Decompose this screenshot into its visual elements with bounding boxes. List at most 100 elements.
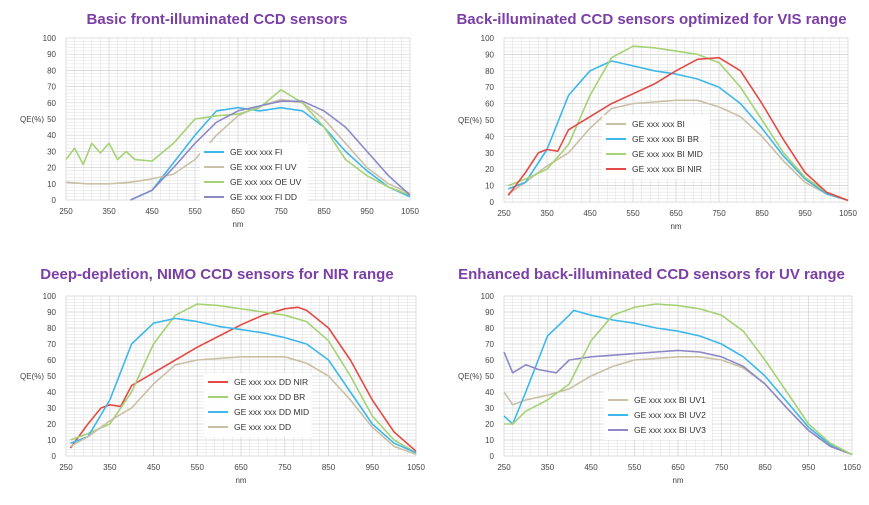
series-line: [70, 317, 417, 454]
y-tick-label: 20: [485, 420, 494, 429]
x-tick-label: 650: [671, 463, 685, 472]
y-axis-label: QE(%): [458, 372, 482, 381]
y-tick-label: 30: [47, 147, 56, 156]
x-tick-label: 750: [712, 209, 726, 218]
legend-label: GE xxx xxx OE UV: [230, 177, 302, 187]
y-tick-label: 100: [481, 292, 495, 301]
y-tick-label: 0: [490, 452, 495, 461]
y-tick-label: 60: [485, 100, 494, 109]
x-tick-label: 350: [103, 463, 117, 472]
y-tick-label: 80: [485, 67, 494, 76]
y-axis-label: QE(%): [20, 372, 44, 381]
x-tick-label: 350: [540, 209, 554, 218]
legend-label: GE xxx xxx DD MID: [234, 407, 309, 417]
series-line: [65, 98, 411, 195]
chart-svg: 0 10 20 30 40 50 60 70 80 90 100 250 350 450 550 650 750…: [458, 292, 861, 485]
series-line: [69, 306, 417, 452]
legend-label: GE xxx xxx BI UV1: [634, 395, 706, 405]
x-axis-label: nm: [232, 220, 243, 229]
y-tick-label: 100: [43, 34, 57, 43]
legend-label: GE xxx xxx BI: [632, 119, 685, 129]
y-tick-label: 90: [485, 50, 494, 59]
y-tick-label: 10: [47, 436, 56, 445]
legend-label: GE xxx xxx BI BR: [632, 134, 699, 144]
x-tick-label: 250: [497, 209, 511, 218]
y-tick-label: 90: [47, 50, 56, 59]
y-tick-label: 60: [47, 99, 56, 108]
x-tick-label: 850: [755, 209, 769, 218]
legend-label: GE xxx xxx FI: [230, 147, 282, 157]
x-tick-label: 950: [360, 207, 374, 216]
y-tick-label: 70: [47, 340, 56, 349]
y-tick-label: 10: [485, 182, 494, 191]
y-tick-label: 0: [490, 198, 495, 207]
legend-label: GE xxx xxx BI UV3: [634, 425, 706, 435]
x-tick-label: 950: [798, 209, 812, 218]
y-tick-label: 60: [47, 356, 56, 365]
x-tick-label: 550: [191, 463, 205, 472]
legend-label: GE xxx xxx FI UV: [230, 162, 297, 172]
x-tick-label: 1050: [401, 207, 419, 216]
x-tick-label: 250: [59, 463, 73, 472]
chart-panel-1: Basic front-illuminated CCD sensors 0 10 2…: [0, 0, 434, 250]
x-tick-label: 1050: [839, 209, 857, 218]
x-tick-label: 450: [584, 463, 598, 472]
series-line: [70, 356, 417, 456]
x-tick-label: 850: [322, 463, 336, 472]
chart-svg: 0 10 20 30 40 50 60 70 80 90 100 250 350 450 550 650 750…: [20, 292, 425, 485]
y-tick-label: 50: [47, 372, 56, 381]
x-tick-label: 1050: [843, 463, 861, 472]
x-tick-label: 550: [628, 463, 642, 472]
legend-label: GE xxx xxx BI UV2: [634, 410, 706, 420]
chart-panel-2: Back-illuminated CCD sensors optimized f…: [434, 0, 869, 250]
series-line: [507, 56, 849, 202]
legend-label: GE xxx xxx DD BR: [234, 392, 305, 402]
chart-title: Deep-depletion, NIMO CCD sensors for NIR…: [40, 266, 394, 283]
y-tick-label: 40: [47, 388, 56, 397]
series-line: [503, 349, 853, 456]
chart-svg: 0 10 20 30 40 50 60 70 80 90 100 250 350 450 550 650 750…: [20, 34, 419, 229]
legend-label: GE xxx xxx BI NIR: [632, 164, 702, 174]
x-axis-label: nm: [672, 476, 683, 485]
y-tick-label: 30: [485, 149, 494, 158]
x-tick-label: 950: [802, 463, 816, 472]
y-tick-label: 50: [47, 115, 56, 124]
x-tick-label: 450: [147, 463, 161, 472]
legend-label: GE xxx xxx FI DD: [230, 192, 297, 202]
legend-label: GE xxx xxx DD: [234, 422, 291, 432]
y-tick-label: 40: [47, 131, 56, 140]
x-tick-label: 350: [541, 463, 555, 472]
y-tick-label: 20: [47, 164, 56, 173]
y-tick-label: 60: [485, 356, 494, 365]
x-tick-label: 650: [231, 207, 245, 216]
x-tick-label: 550: [626, 209, 640, 218]
x-tick-label: 750: [278, 463, 292, 472]
chart-panel-3: Deep-depletion, NIMO CCD sensors for NIR…: [0, 250, 434, 500]
legend-label: GE xxx xxx BI MID: [632, 149, 703, 159]
y-tick-label: 70: [485, 340, 494, 349]
y-tick-label: 80: [47, 324, 56, 333]
chart-svg: 0 10 20 30 40 50 60 70 80 90 100 250 350 450 550 650 750…: [458, 34, 857, 231]
y-tick-label: 20: [47, 420, 56, 429]
y-axis-label: QE(%): [458, 116, 482, 125]
series-line: [508, 60, 849, 202]
x-axis-label: nm: [235, 476, 246, 485]
x-tick-label: 450: [145, 207, 159, 216]
x-tick-label: 850: [317, 207, 331, 216]
y-tick-label: 40: [485, 388, 494, 397]
y-tick-label: 70: [47, 83, 56, 92]
series-line: [504, 303, 853, 456]
y-tick-label: 30: [485, 404, 494, 413]
y-tick-label: 0: [52, 452, 57, 461]
y-tick-label: 80: [47, 66, 56, 75]
x-axis-label: nm: [670, 222, 681, 231]
x-tick-label: 950: [366, 463, 380, 472]
y-tick-label: 70: [485, 83, 494, 92]
x-tick-label: 750: [715, 463, 729, 472]
y-tick-label: 0: [52, 196, 57, 205]
y-tick-label: 40: [485, 132, 494, 141]
x-tick-label: 450: [583, 209, 597, 218]
series-line: [130, 100, 411, 201]
y-tick-label: 90: [485, 308, 494, 317]
x-tick-label: 250: [59, 207, 73, 216]
